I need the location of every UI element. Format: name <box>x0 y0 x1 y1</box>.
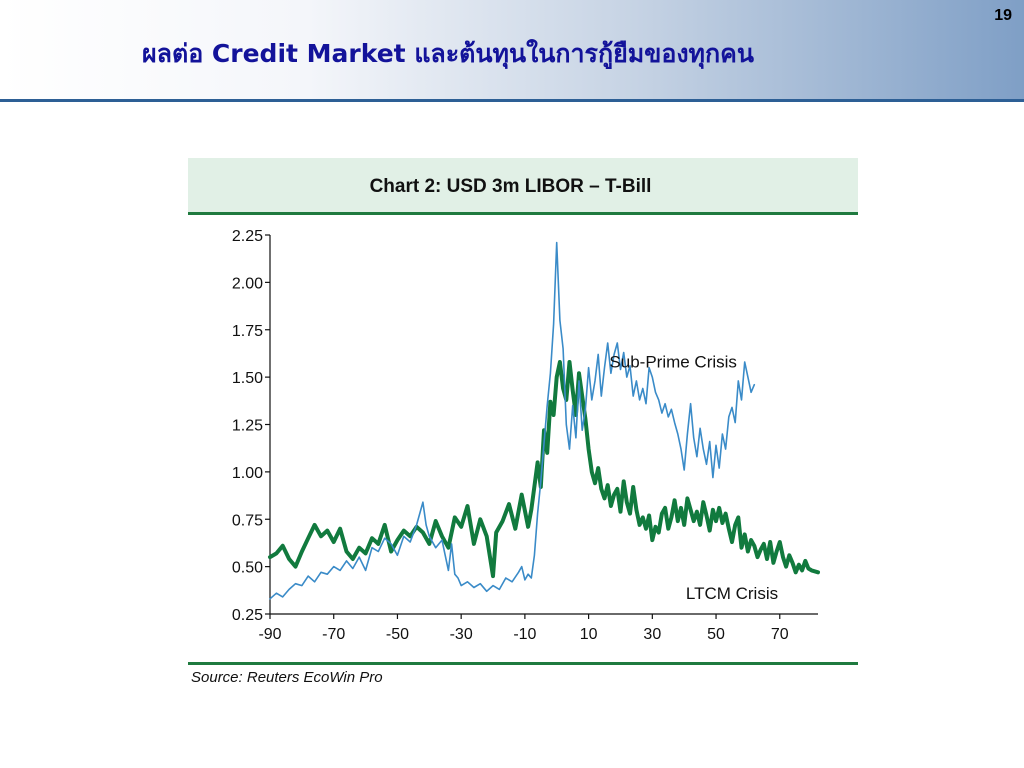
chart-axes: 0.25 0.50 0.75 1.00 1.25 1.50 1.75 2.00 2.25 -90 -… <box>232 228 818 643</box>
x-tick-label: -50 <box>386 626 409 643</box>
series-annotation-2: LTCM Crisis <box>686 584 778 603</box>
chart-title: Chart 2: USD 3m LIBOR – T-Bill <box>369 176 652 197</box>
chart-series <box>268 241 820 600</box>
y-tick-label: 1.25 <box>232 418 263 435</box>
series-line-2 <box>269 241 756 600</box>
chart-plot: 0.25 0.50 0.75 1.00 1.25 1.50 1.75 2.00 2.25 -90 -… <box>232 228 820 643</box>
slide-title: ผลต่อ Credit Market และต้นทุนในการกู้ยืม… <box>142 39 754 68</box>
chart-annotations: Sub-Prime Crisis LTCM Crisis <box>609 353 778 603</box>
slide-header <box>0 0 1024 100</box>
y-tick-label: 1.00 <box>232 465 263 482</box>
x-tick-label: 10 <box>580 626 598 643</box>
chart-panel: Chart 2: USD 3m LIBOR – T-Bill 0.25 0.50 0… <box>188 158 858 693</box>
y-tick-label: 1.50 <box>232 370 263 387</box>
x-tick-label: 30 <box>643 626 661 643</box>
x-tick-label: -70 <box>322 626 345 643</box>
y-tick-label: 1.75 <box>232 323 263 340</box>
y-tick-label: 2.00 <box>232 275 263 292</box>
slide-number: 19 <box>994 7 1012 24</box>
series-annotation-1: Sub-Prime Crisis <box>609 353 737 372</box>
header-divider <box>0 99 1024 102</box>
x-tick-label: -90 <box>258 626 281 643</box>
x-tick-label: -30 <box>450 626 473 643</box>
y-tick-label: 0.25 <box>232 607 263 624</box>
y-tick-label: 0.50 <box>232 560 263 577</box>
chart-footer-divider <box>188 662 858 665</box>
x-tick-label: -10 <box>513 626 536 643</box>
y-tick-label: 0.75 <box>232 512 263 529</box>
series-line-1 <box>268 360 820 579</box>
chart-source: Source: Reuters EcoWin Pro <box>191 669 383 686</box>
x-tick-label: 50 <box>707 626 725 643</box>
chart-header <box>188 158 858 213</box>
y-tick-label: 2.25 <box>232 228 263 245</box>
x-tick-label: 70 <box>771 626 789 643</box>
chart-header-divider <box>188 212 858 215</box>
